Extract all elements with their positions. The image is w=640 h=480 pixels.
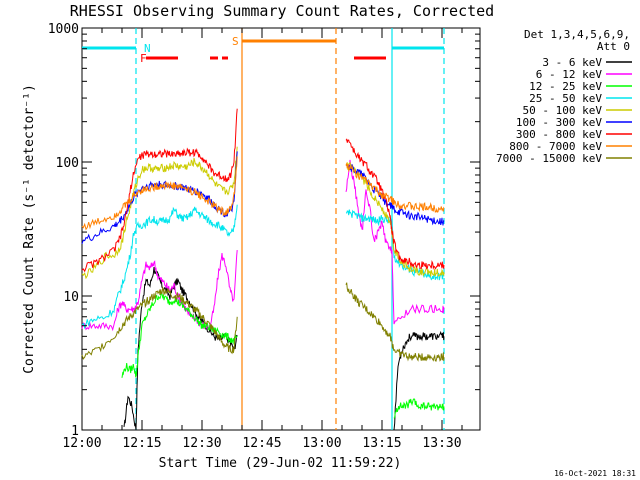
flag-label: F [140, 52, 147, 65]
vertical-markers [135, 28, 445, 430]
series-line [81, 146, 238, 280]
flag-label: N [144, 42, 151, 55]
y-axis-label: Corrected Count Rate (s⁻¹ detector⁻¹) [22, 84, 37, 374]
timestamp: 16-Oct-2021 18:31 [554, 469, 636, 478]
y-tick-label: 1 [71, 424, 79, 439]
series-line [345, 164, 445, 226]
legend-entry: 300 - 800 keV [516, 128, 602, 141]
series-line [345, 282, 445, 362]
legend-header: Det 1,3,4,5,6,9, [524, 28, 630, 41]
legend-entry: 7000 - 15000 keV [496, 152, 602, 165]
series-line [393, 330, 445, 431]
y-tick-label: 100 [56, 156, 79, 171]
y-tick-label: 1000 [48, 22, 79, 37]
x-tick-label: 13:15 [362, 436, 401, 451]
legend-header: Att 0 [597, 40, 630, 53]
series-line [81, 204, 238, 330]
x-tick-label: 13:30 [422, 436, 461, 451]
series-line [81, 108, 238, 273]
chart-title: RHESSI Observing Summary Count Rates, Co… [70, 2, 494, 20]
x-tick-label: 12:00 [62, 436, 101, 451]
series-line [345, 138, 445, 271]
series-line [81, 151, 238, 245]
series-group [81, 108, 445, 431]
legend-entry: 6 - 12 keV [536, 68, 603, 81]
x-axis-ticks: 12:00 12:15 12:30 12:45 13:00 13:15 13:30 [62, 28, 463, 451]
plot-frame [81, 27, 481, 431]
legend-entry: 3 - 6 keV [542, 56, 602, 69]
series-line [345, 209, 445, 281]
flag-bars: NF S [82, 35, 444, 65]
series-line [81, 156, 238, 231]
series-line [393, 398, 445, 419]
x-tick-label: 12:45 [242, 436, 281, 451]
x-axis-label: Start Time (29-Jun-02 11:59:22) [159, 456, 402, 471]
series-line [81, 286, 238, 360]
legend-entry: 50 - 100 keV [523, 104, 603, 117]
flag-label: S [232, 35, 239, 48]
y-axis-ticks: 1 10 100 1000 [48, 22, 480, 439]
legend-entry: 25 - 50 keV [529, 92, 602, 105]
x-tick-label: 12:15 [122, 436, 161, 451]
plot-area [81, 27, 481, 431]
legend-entry: 12 - 25 keV [529, 80, 602, 93]
y-tick-label: 10 [63, 290, 79, 305]
x-tick-label: 12:30 [182, 436, 221, 451]
series-line [345, 161, 445, 213]
series-line [123, 267, 238, 431]
legend-entry: 100 - 300 keV [516, 116, 602, 129]
legend-entry: 800 - 7000 keV [509, 140, 602, 153]
series-line [121, 290, 238, 378]
x-tick-label: 13:00 [302, 436, 341, 451]
